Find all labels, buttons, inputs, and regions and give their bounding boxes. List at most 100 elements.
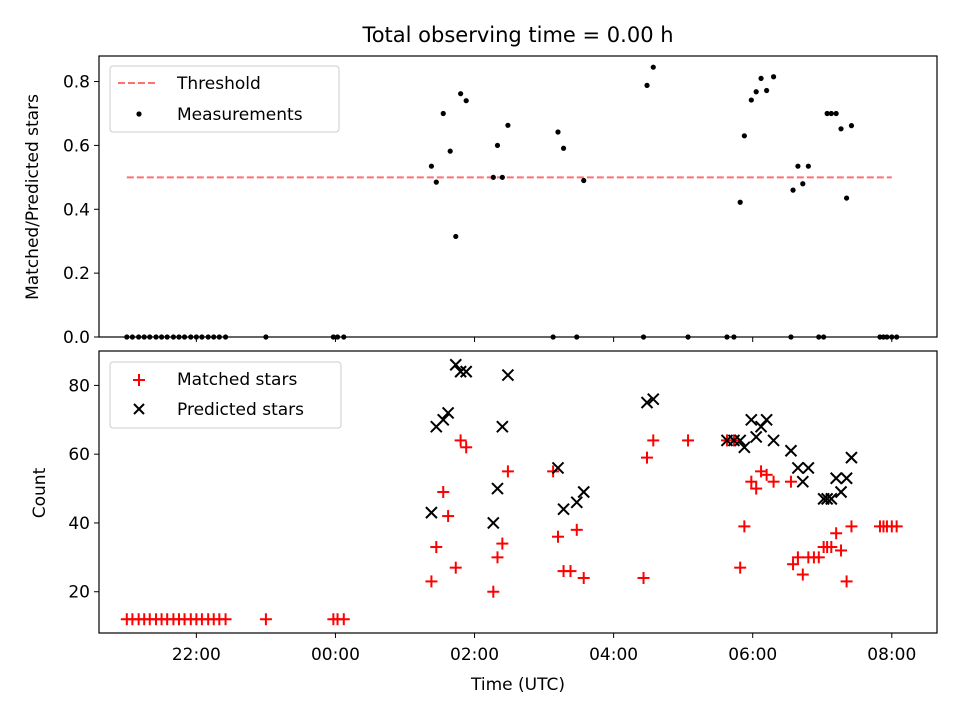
matched-star-point (641, 451, 654, 464)
predicted-star-point (449, 358, 462, 371)
matched-star-point (750, 482, 763, 495)
predicted-star-point (496, 420, 509, 433)
measurement-point (440, 110, 446, 117)
x-tick-label: 02:00 (450, 645, 499, 665)
predicted-star-point (640, 396, 654, 409)
matched-star-point (647, 434, 660, 447)
count-y-tick-label: 20 (68, 583, 90, 603)
predicted-star-point (577, 485, 590, 499)
matched-star-point (496, 537, 509, 550)
predicted-star-point (501, 368, 515, 382)
measurement-point (433, 179, 439, 185)
matched-star-point (787, 558, 800, 571)
matched-star-point (738, 520, 751, 533)
predicted-star-point (796, 475, 809, 488)
ratio-y-tick-label: 0.0 (63, 328, 90, 348)
predicted-legend-label: Predicted stars (177, 400, 304, 420)
matched-star-point (830, 527, 843, 540)
measurement-point (581, 177, 587, 184)
measurement-point (555, 129, 561, 135)
predicted-star-point (749, 430, 763, 444)
measurement-point (770, 74, 777, 80)
matched-star-point (259, 613, 272, 626)
measurement-point (848, 123, 855, 129)
predicted-stars-points (425, 358, 858, 530)
count-y-tick-label: 40 (68, 514, 90, 534)
ratio-y-axis: 0.0 0.2 0.4 0.6 0.8 (63, 73, 99, 348)
matched-star-point (812, 551, 825, 564)
measurement-point (758, 75, 764, 81)
predicted-star-point (437, 413, 450, 426)
measurement-point (800, 181, 806, 187)
ratio-x-axis-ticks (195, 337, 893, 342)
count-y-tick-label: 60 (68, 445, 90, 465)
predicted-star-point (791, 461, 805, 475)
measurement-point (748, 97, 754, 103)
matched-star-point (796, 568, 809, 581)
matched-star-point (791, 551, 804, 564)
measurement-point (490, 174, 496, 180)
matched-star-point (442, 510, 455, 523)
ratio-y-tick-label: 0.4 (63, 200, 90, 220)
measurement-point (753, 89, 759, 95)
measurement-point (790, 187, 796, 193)
matched-star-point (845, 520, 858, 533)
ratio-y-tick-label: 0.6 (63, 136, 90, 156)
matched-star-point (577, 571, 590, 584)
predicted-star-point (829, 472, 843, 485)
count-y-axis-label: Count (30, 467, 50, 518)
matched-star-point (425, 575, 438, 588)
measurement-point (505, 122, 511, 128)
measurement-point (644, 82, 650, 88)
predicted-legend-swatch (133, 403, 145, 415)
predicted-star-point (760, 413, 773, 426)
count-x-axis: 22:00 00:00 02:00 04:00 06:00 08:00 (172, 633, 916, 665)
count-legend-box (109, 361, 342, 429)
measurement-point (650, 64, 656, 70)
measurement-point (494, 142, 501, 149)
count-y-tick-label: 80 (68, 376, 90, 396)
x-axis-label: Time (UTC) (470, 675, 565, 695)
matched-star-point (734, 561, 747, 574)
matched-star-point (637, 571, 650, 584)
ratio-y-axis-label: Matched/Predicted stars (23, 94, 43, 300)
count-plot-frame (98, 350, 938, 634)
matched-star-point (547, 465, 560, 478)
predicted-star-point (825, 492, 838, 506)
measurement-point (463, 98, 469, 104)
count-legend: Matched stars Predicted stars (109, 361, 342, 429)
matched-star-point (219, 613, 232, 626)
predicted-star-point (647, 392, 660, 406)
ratio-legend-box (109, 65, 340, 133)
predicted-star-point (802, 461, 815, 475)
matched-star-point (460, 441, 473, 454)
matched-star-point (454, 434, 467, 447)
matched-star-point (551, 530, 564, 543)
measurement-point (453, 233, 459, 240)
predicted-star-point (820, 492, 834, 506)
predicted-star-point (840, 472, 853, 485)
measurement-point (428, 163, 435, 169)
measurements-legend-swatch (136, 111, 142, 117)
matched-star-point (682, 434, 695, 447)
measurement-point (499, 174, 505, 180)
matched-star-point (564, 565, 577, 578)
matched-star-point (767, 475, 780, 488)
measurement-point (824, 110, 830, 117)
threshold-legend-label: Threshold (176, 74, 261, 94)
measurements-legend-label: Measurements (177, 105, 303, 125)
ratio-plot-frame (98, 55, 938, 338)
chart-title: Total observing time = 0.00 h (361, 23, 673, 47)
predicted-star-point (834, 485, 848, 499)
matched-star-point (745, 475, 758, 488)
matched-legend-label: Matched stars (177, 370, 297, 390)
matched-star-point (337, 613, 350, 626)
measurement-point (833, 110, 839, 117)
measurement-point (764, 87, 770, 94)
matched-legend-swatch (133, 374, 145, 386)
measurement-point (447, 148, 453, 154)
matched-stars-points (120, 434, 903, 626)
measurement-point (737, 199, 743, 205)
x-tick-label: 00:00 (311, 645, 360, 665)
